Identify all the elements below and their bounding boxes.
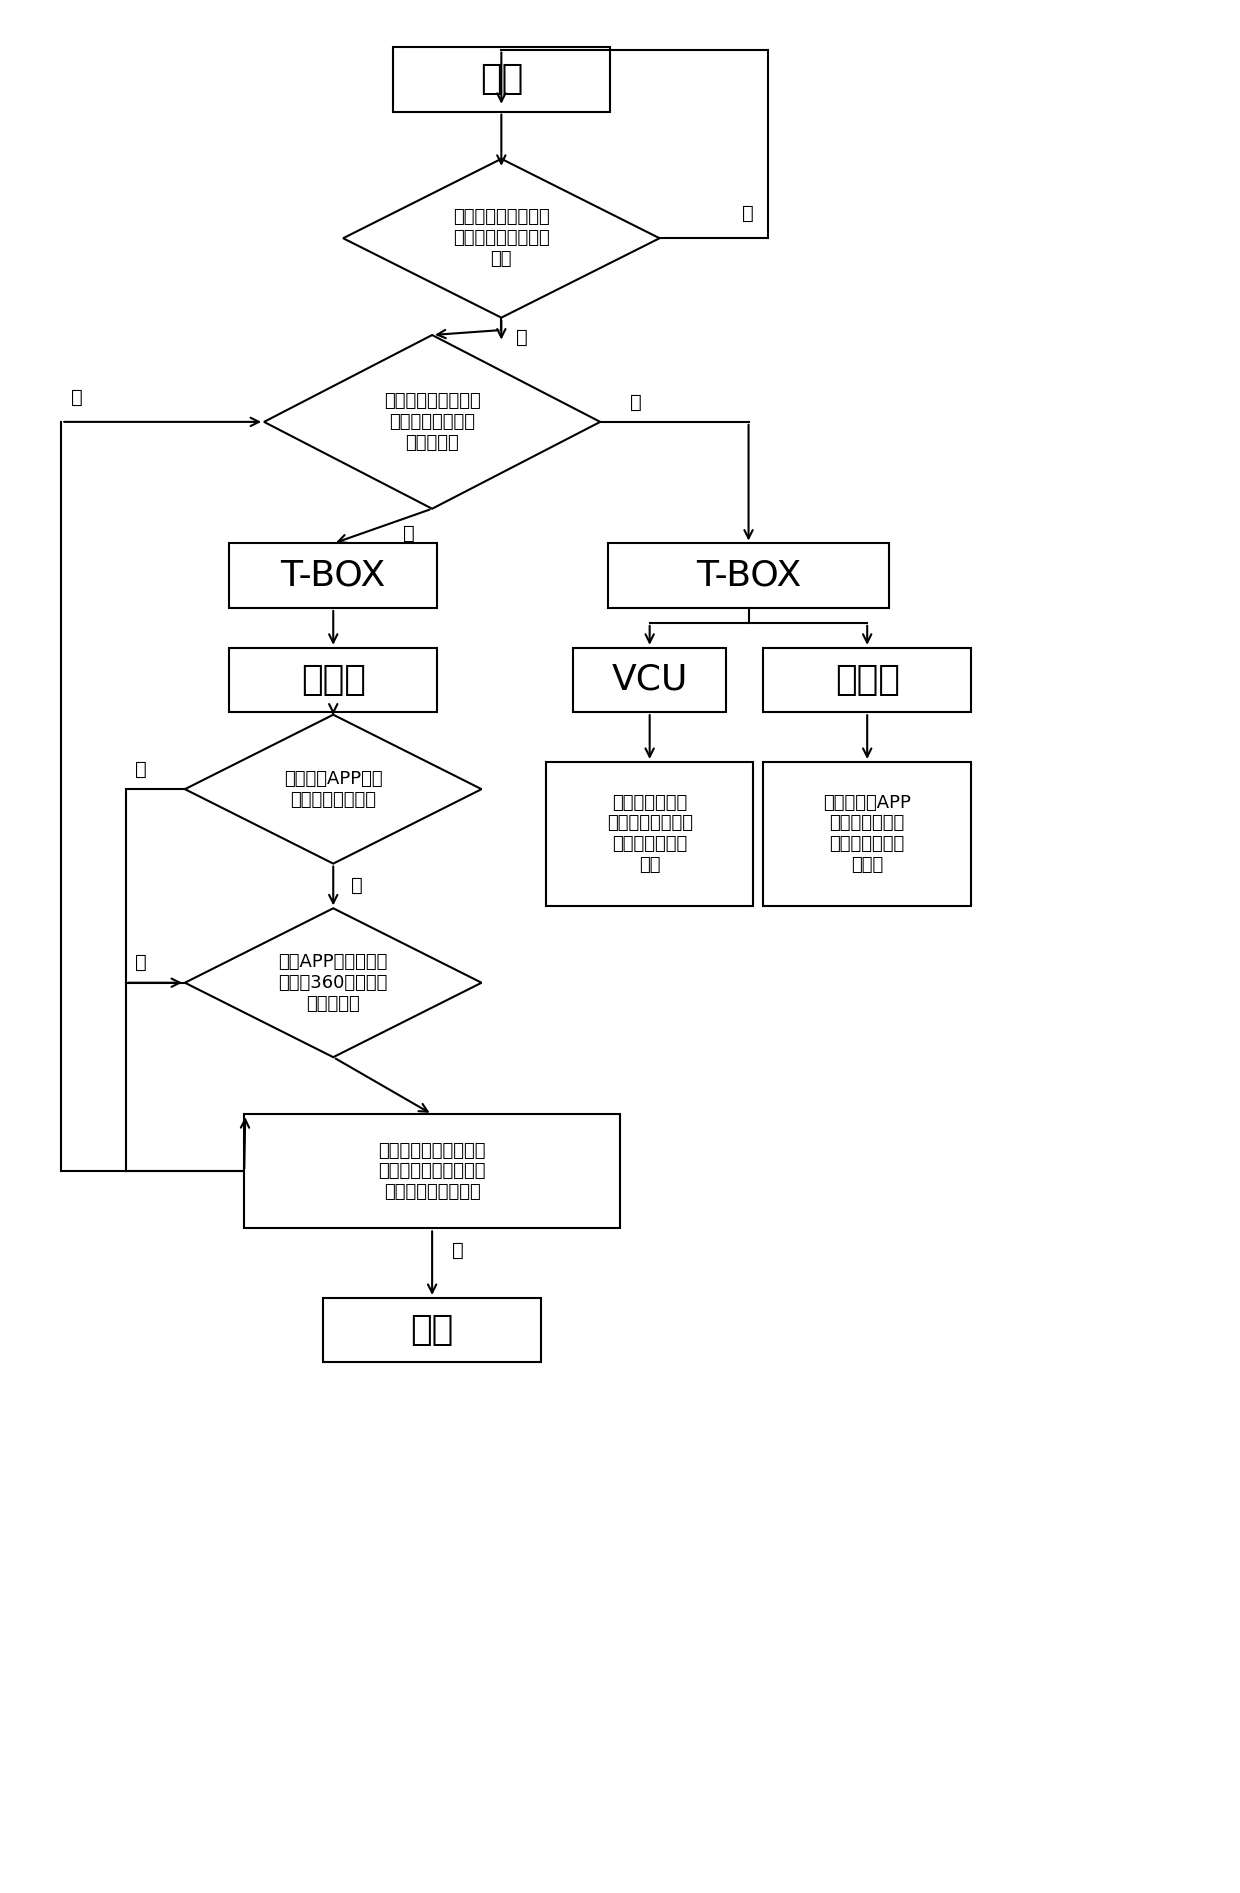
Text: 手机APP选择是否打
开车外360全景，查
看周围环境: 手机APP选择是否打 开车外360全景，查 看周围环境 bbox=[279, 952, 388, 1013]
Text: 车主是否在规定时间内
回车处理或者远程开空
调或降窗等处理措施: 车主是否在规定时间内 回车处理或者远程开空 调或降窗等处理措施 bbox=[378, 1141, 486, 1202]
Polygon shape bbox=[185, 909, 481, 1056]
Text: 是: 是 bbox=[351, 876, 363, 895]
Bar bbox=[764, 647, 971, 712]
Text: 是: 是 bbox=[403, 524, 414, 543]
Text: 否: 否 bbox=[630, 392, 641, 411]
Text: 车辆熄火和设防状态
下，检测车内是否有
活物: 车辆熄火和设防状态 下，检测车内是否有 活物 bbox=[453, 208, 549, 269]
Text: 主控制器判断温度、
氧气、二氧化碳是
否符合标准: 主控制器判断温度、 氧气、二氧化碳是 否符合标准 bbox=[383, 392, 481, 452]
Polygon shape bbox=[343, 159, 660, 318]
Text: 云服务: 云服务 bbox=[301, 663, 366, 697]
Text: 是: 是 bbox=[516, 327, 528, 346]
Text: T-BOX: T-BOX bbox=[696, 558, 801, 593]
Bar bbox=[244, 1115, 620, 1229]
Text: 否: 否 bbox=[135, 759, 148, 778]
Text: 车主手机APP选择
是否打开视频通话: 车主手机APP选择 是否打开视频通话 bbox=[284, 770, 383, 808]
Text: T-BOX: T-BOX bbox=[280, 558, 386, 593]
Text: 开始: 开始 bbox=[480, 62, 523, 97]
Text: 否: 否 bbox=[71, 388, 83, 407]
Text: 否: 否 bbox=[135, 954, 148, 973]
Polygon shape bbox=[264, 335, 600, 509]
Bar bbox=[229, 647, 436, 712]
Polygon shape bbox=[185, 716, 481, 863]
Text: 结束: 结束 bbox=[410, 1314, 454, 1348]
Bar bbox=[324, 1299, 541, 1363]
Text: 向车主手机APP
发送视频图像且
拨打车主电话进
行提醒: 向车主手机APP 发送视频图像且 拨打车主电话进 行提醒 bbox=[823, 793, 911, 875]
Bar bbox=[393, 47, 610, 112]
Text: 云服务: 云服务 bbox=[835, 663, 900, 697]
Bar bbox=[546, 761, 754, 907]
Text: 是: 是 bbox=[451, 1240, 464, 1259]
Text: 启动车辆、打开
空调、降低车窗、
打开双闪并间歇
鸣笛: 启动车辆、打开 空调、降低车窗、 打开双闪并间歇 鸣笛 bbox=[606, 793, 693, 875]
Text: 否: 否 bbox=[742, 204, 754, 223]
Bar bbox=[764, 761, 971, 907]
Bar bbox=[229, 543, 436, 608]
Text: VCU: VCU bbox=[611, 663, 688, 697]
Bar bbox=[608, 543, 889, 608]
Bar bbox=[573, 647, 727, 712]
